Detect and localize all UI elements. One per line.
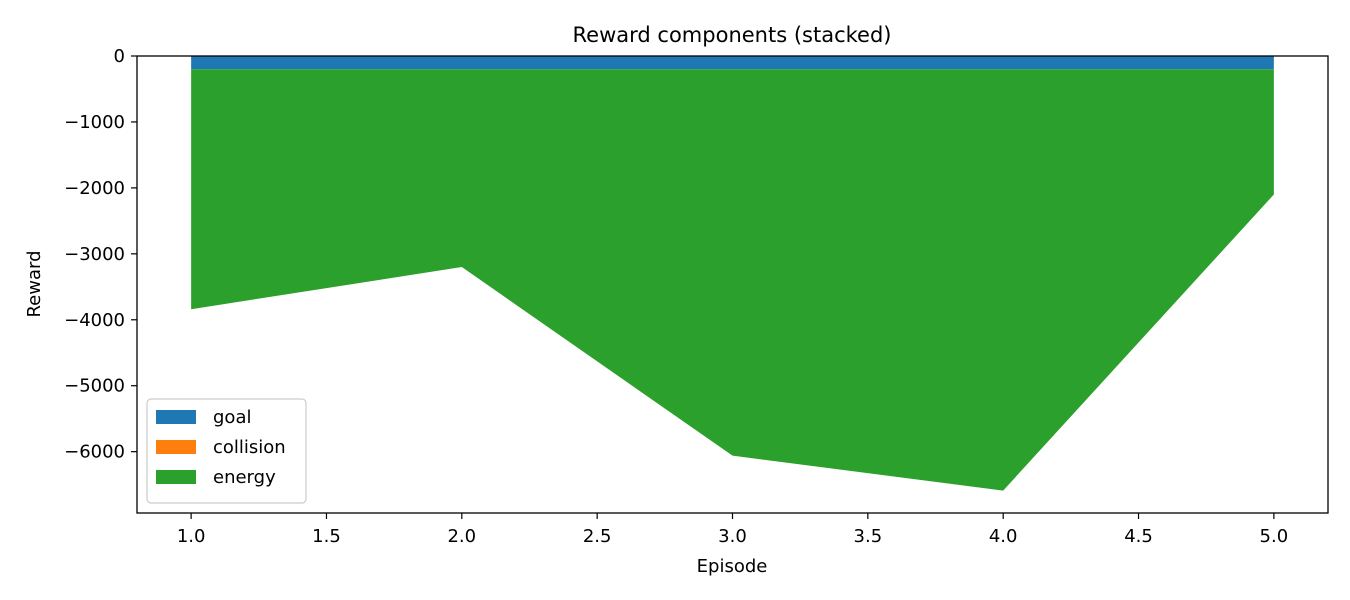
- x-tick-label: 3.5: [854, 526, 883, 547]
- chart-title: Reward components (stacked): [573, 23, 892, 47]
- x-axis-ticks: 1.0 1.5 2.0 2.5 3.0 3.5 4.0 4.5 5.0: [177, 513, 1288, 547]
- legend-label-energy: energy: [213, 467, 276, 488]
- legend: goal collision energy: [146, 398, 307, 504]
- legend-swatch-collision: [156, 440, 196, 454]
- x-axis-label: Episode: [697, 556, 768, 577]
- y-tick-label: −6000: [64, 442, 125, 463]
- y-axis-label: Reward: [24, 250, 45, 317]
- legend-label-collision: collision: [213, 437, 286, 458]
- y-tick-label: 0: [114, 46, 125, 67]
- x-tick-label: 1.0: [177, 526, 206, 547]
- area-energy: [191, 69, 1274, 491]
- x-tick-label: 4.0: [989, 526, 1018, 547]
- x-tick-label: 1.5: [312, 526, 341, 547]
- x-tick-label: 2.5: [583, 526, 612, 547]
- y-tick-label: −4000: [64, 310, 125, 331]
- y-axis-ticks: 0 −1000 −2000 −3000 −4000 −5000 −6000: [64, 46, 137, 463]
- y-tick-label: −5000: [64, 376, 125, 397]
- y-tick-label: −3000: [64, 244, 125, 265]
- x-tick-label: 4.5: [1124, 526, 1153, 547]
- y-tick-label: −2000: [64, 178, 125, 199]
- x-tick-label: 2.0: [447, 526, 476, 547]
- x-tick-label: 3.0: [718, 526, 747, 547]
- area-goal: [191, 56, 1274, 70]
- area-series-group: [191, 56, 1274, 491]
- y-tick-label: −1000: [64, 112, 125, 133]
- legend-swatch-energy: [156, 470, 196, 484]
- legend-label-goal: goal: [213, 407, 251, 428]
- legend-swatch-goal: [156, 410, 196, 424]
- x-tick-label: 5.0: [1260, 526, 1289, 547]
